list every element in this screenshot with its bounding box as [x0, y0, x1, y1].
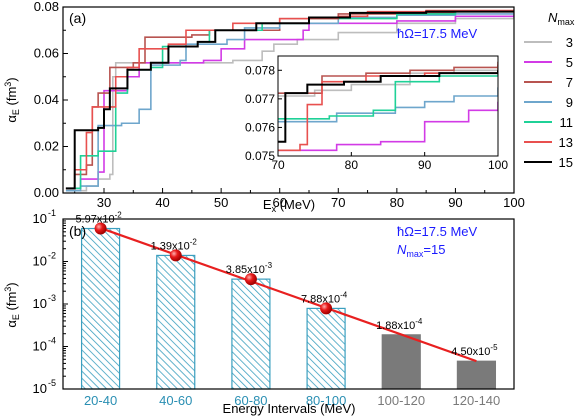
- bar-120-140: [456, 360, 497, 390]
- y-tick-label: 0.08: [34, 0, 59, 14]
- inset-y-tick-label: 0.076: [245, 120, 275, 134]
- x-tick-label: 60: [272, 195, 286, 210]
- y-tick-exponent: -2: [48, 251, 56, 261]
- data-marker-40-60: [169, 249, 182, 262]
- panel-a-annotation: ħΩ=17.5 MeV: [397, 26, 478, 41]
- x-tick-label: 100: [503, 195, 525, 210]
- x-tick-label: 30: [97, 195, 111, 210]
- legend-label-3: 3: [566, 35, 573, 50]
- y-tick-label: 0.06: [34, 46, 59, 61]
- panel-b-x-axis-label: Energy Intervals (MeV): [223, 401, 356, 416]
- y-tick-label: 0.04: [34, 92, 59, 107]
- panel-b-y-axis-label: αE (fm3): [3, 282, 21, 327]
- y-tick-exponent: -4: [48, 336, 56, 346]
- y-tick-label: 10: [33, 381, 47, 396]
- panel-a-ticks: 30 40 50 60 70 80 90 100 0.00 0.02 0.04 0.06 0.08: [34, 0, 525, 210]
- bar-80-100: [306, 307, 346, 390]
- series-line-3: [65, 13, 514, 192]
- y-tick-label: 10: [33, 254, 47, 269]
- value-label-40-60: 1.39x10-2: [151, 237, 198, 252]
- value-label-80-100: 7.88x10-4: [301, 290, 348, 305]
- x-tick-label-100-120: 100-120: [377, 393, 425, 408]
- panel-b-annotation-nmax: Nmax=15: [397, 242, 445, 259]
- panel-b: 10-110-210-310-410 -520-40 40-60 60-80 80-10…: [3, 208, 515, 416]
- series-line-13: [65, 9, 514, 190]
- value-label-60-80: 3.85x10-3: [226, 261, 273, 276]
- legend-label-5: 5: [566, 55, 573, 70]
- panel-b-fit: [94, 222, 477, 363]
- legend-label-15: 15: [559, 155, 573, 170]
- inset-x-tick-label: 80: [345, 158, 359, 172]
- inset-series-line-3: [278, 64, 498, 97]
- bar-100-120: [381, 334, 421, 390]
- value-label-120-140: 4.50x10-5: [451, 343, 498, 358]
- data-marker-20-40: [94, 222, 107, 235]
- inset-ticks: 70 80 90 100 0.075 0.076 0.077 0.078: [245, 63, 508, 172]
- bar-60-80: [231, 278, 271, 390]
- y-tick-label: 0.00: [34, 185, 59, 200]
- y-tick-label: 10: [33, 211, 47, 226]
- panel-b-annotation: ħΩ=17.5 MeV: [397, 224, 478, 239]
- panel-a-label: (a): [69, 10, 86, 26]
- y-tick-label: 10: [33, 339, 47, 354]
- legend-label-11: 11: [560, 115, 574, 130]
- x-tick-label-80-100: 80-100: [306, 393, 346, 408]
- value-label-100-120: 1.88x10-4: [376, 317, 423, 332]
- inset-y-tick-label: 0.075: [245, 149, 275, 163]
- panel-a-frame: [62, 6, 515, 194]
- x-tick-label: 70: [331, 195, 345, 210]
- bar-40-60: [156, 254, 196, 390]
- legend-label-9: 9: [566, 95, 573, 110]
- panel-a-y-axis-label: αE (fm3): [3, 77, 21, 122]
- legend-label-13: 13: [559, 135, 573, 150]
- legend: 3 5 7 9 11 13 15: [524, 35, 573, 170]
- panel-b-label: (b): [69, 223, 86, 239]
- bar-20-40: [80, 227, 121, 390]
- inset-x-tick-label: 90: [418, 158, 432, 172]
- y-tick-label: 10: [33, 296, 47, 311]
- x-tick-label: 90: [448, 195, 462, 210]
- inset-series-line-13: [278, 64, 498, 152]
- inset-series-line-5: [278, 101, 498, 152]
- data-marker-60-80: [244, 273, 257, 286]
- x-tick-label-20-40: 20-40: [84, 393, 117, 408]
- series-line-5: [65, 12, 514, 190]
- series-line-15: [65, 10, 514, 190]
- y-tick-label: 0.02: [34, 139, 59, 154]
- fit-line: [100, 227, 477, 363]
- inset-series-line-11: [278, 67, 498, 120]
- y-tick-exponent: -3: [48, 293, 56, 303]
- inset-x-tick-label: 70: [271, 158, 285, 172]
- y-tick-exponent: -5: [48, 378, 56, 388]
- panel-b-bars: [80, 227, 497, 390]
- panel-a-x-axis-label: Ex (MeV): [263, 197, 315, 214]
- x-tick-label-40-60: 40-60: [159, 393, 192, 408]
- legend-title: Nmax: [548, 10, 575, 27]
- inset-x-tick-label: 100: [488, 158, 508, 172]
- panel-a: 30 40 50 60 70 80 90 100 0.00 0.02 0.04 0.06 0.08 (a…: [3, 0, 575, 214]
- x-tick-label: 40: [155, 195, 169, 210]
- x-tick-label: 50: [214, 195, 228, 210]
- x-tick-label: 80: [390, 195, 404, 210]
- x-tick-label-120-140: 120-140: [453, 393, 501, 408]
- panel-b-frame: [62, 218, 515, 390]
- inset-y-tick-label: 0.078: [245, 63, 275, 77]
- inset-frame: [277, 55, 499, 157]
- x-tick-label-60-80: 60-80: [234, 393, 267, 408]
- data-marker-80-100: [320, 302, 333, 315]
- legend-label-7: 7: [566, 75, 573, 90]
- inset-series: [278, 61, 498, 152]
- panel-a-series: [65, 9, 514, 192]
- inset-series-line-15: [278, 70, 498, 143]
- y-tick-exponent: -1: [48, 208, 56, 218]
- inset-y-tick-label: 0.077: [245, 92, 275, 106]
